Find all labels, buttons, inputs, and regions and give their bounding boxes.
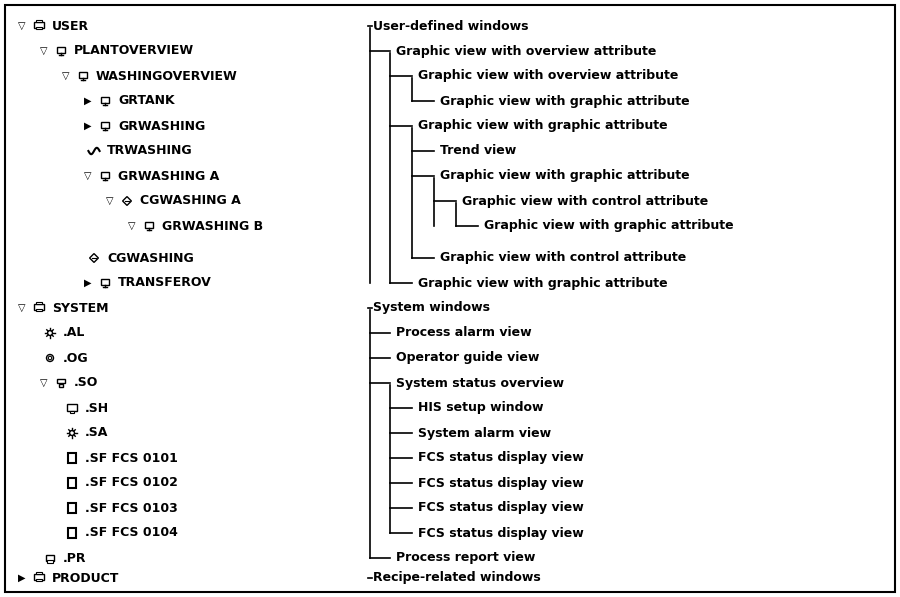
Text: USER: USER [52, 20, 89, 32]
Text: .SA: .SA [85, 426, 108, 439]
Circle shape [69, 430, 75, 435]
Text: HIS setup window: HIS setup window [418, 402, 544, 414]
Text: ▽: ▽ [40, 378, 48, 388]
Bar [78, 72, 87, 78]
Text: FCS status display view: FCS status display view [418, 527, 584, 540]
Text: SYSTEM: SYSTEM [52, 301, 109, 315]
Bar [34, 304, 44, 310]
Bar [57, 378, 66, 383]
Text: .AL: .AL [63, 327, 86, 340]
Bar [34, 22, 44, 27]
Bar [69, 411, 75, 413]
Text: User-defined windows: User-defined windows [373, 20, 528, 32]
Text: ▽: ▽ [18, 21, 25, 31]
Circle shape [47, 355, 53, 362]
Text: .SF FCS 0103: .SF FCS 0103 [85, 501, 178, 515]
Bar [101, 172, 110, 179]
Bar [36, 571, 42, 574]
Text: Graphic view with graphic attribute: Graphic view with graphic attribute [418, 119, 668, 133]
Bar [68, 503, 76, 513]
Text: WASHINGOVERVIEW: WASHINGOVERVIEW [96, 69, 238, 82]
Text: ▽: ▽ [18, 303, 25, 313]
Bar [36, 301, 42, 304]
Bar [101, 97, 110, 103]
Text: .SO: .SO [74, 377, 98, 389]
Text: Graphic view with control attribute: Graphic view with control attribute [462, 195, 708, 208]
Text: .SF FCS 0104: .SF FCS 0104 [85, 527, 178, 540]
Text: Graphic view with overview attribute: Graphic view with overview attribute [418, 69, 679, 82]
Bar [145, 222, 153, 229]
Text: TRANSFEROV: TRANSFEROV [118, 276, 212, 290]
Text: Graphic view with graphic attribute: Graphic view with graphic attribute [440, 170, 689, 183]
Text: Operator guide view: Operator guide view [396, 352, 539, 365]
Bar [58, 384, 63, 387]
Text: ▶: ▶ [84, 278, 92, 288]
Text: FCS status display view: FCS status display view [418, 451, 584, 464]
Bar [36, 579, 42, 581]
Text: GRWASHING: GRWASHING [118, 119, 205, 133]
Text: ▶: ▶ [84, 121, 92, 131]
Text: ▶: ▶ [18, 573, 25, 583]
Text: System alarm view: System alarm view [418, 426, 551, 439]
Text: Graphic view with control attribute: Graphic view with control attribute [440, 251, 686, 264]
Bar [101, 122, 110, 128]
Text: .OG: .OG [63, 352, 88, 365]
Bar [68, 528, 76, 538]
Bar [36, 27, 42, 29]
Bar [68, 404, 76, 411]
Text: .PR: .PR [63, 552, 86, 565]
Text: GRWASHING B: GRWASHING B [162, 220, 263, 232]
Bar [101, 279, 110, 285]
Text: .SF FCS 0102: .SF FCS 0102 [85, 476, 178, 490]
Text: ▶: ▶ [84, 96, 92, 106]
Text: FCS status display view: FCS status display view [418, 476, 584, 490]
Bar [47, 561, 53, 563]
Text: GRTANK: GRTANK [118, 94, 175, 107]
Text: Graphic view with graphic attribute: Graphic view with graphic attribute [484, 220, 734, 232]
Bar [68, 478, 76, 488]
Polygon shape [90, 254, 98, 263]
Bar [68, 453, 76, 463]
Text: ▽: ▽ [62, 71, 69, 81]
Text: TRWASHING: TRWASHING [107, 144, 193, 158]
Text: Trend view: Trend view [440, 144, 517, 158]
Text: GRWASHING A: GRWASHING A [118, 170, 220, 183]
Text: Process report view: Process report view [396, 552, 536, 565]
Text: .SF FCS 0101: .SF FCS 0101 [85, 451, 178, 464]
Text: ▽: ▽ [40, 46, 48, 56]
Bar [36, 20, 42, 23]
Circle shape [49, 356, 52, 360]
Text: Process alarm view: Process alarm view [396, 327, 532, 340]
Text: PRODUCT: PRODUCT [52, 571, 120, 584]
Text: Recipe-related windows: Recipe-related windows [373, 571, 541, 584]
Text: ▽: ▽ [84, 171, 92, 181]
Text: PLANTOVERVIEW: PLANTOVERVIEW [74, 45, 194, 57]
Text: System status overview: System status overview [396, 377, 564, 389]
Bar [57, 47, 66, 53]
Bar [36, 309, 42, 311]
Bar [46, 555, 54, 561]
Text: Graphic view with graphic attribute: Graphic view with graphic attribute [440, 94, 689, 107]
Text: CGWASHING A: CGWASHING A [140, 195, 241, 208]
Text: Graphic view with graphic attribute: Graphic view with graphic attribute [418, 276, 668, 290]
Text: ▽: ▽ [128, 221, 136, 231]
Text: CGWASHING: CGWASHING [107, 251, 194, 264]
Circle shape [48, 331, 52, 336]
Text: System windows: System windows [373, 301, 490, 315]
Text: Graphic view with overview attribute: Graphic view with overview attribute [396, 45, 656, 57]
Polygon shape [122, 196, 131, 205]
Text: ▽: ▽ [106, 196, 113, 206]
Text: .SH: .SH [85, 402, 109, 414]
Bar [34, 574, 44, 580]
Text: FCS status display view: FCS status display view [418, 501, 584, 515]
